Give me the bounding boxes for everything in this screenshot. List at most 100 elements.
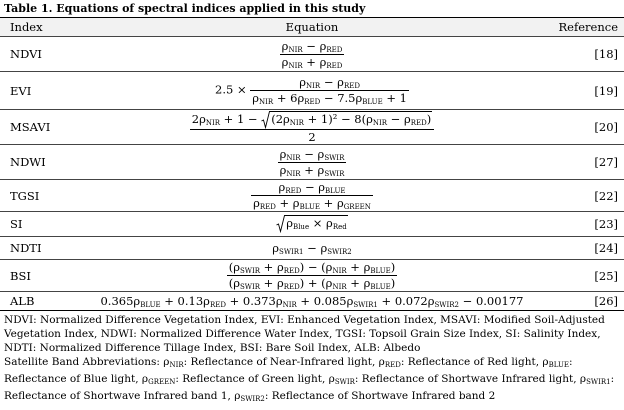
equation-cell: ρNIR − ρRED ρNIR + ρRED bbox=[70, 36, 554, 72]
text: + 6 bbox=[273, 91, 298, 105]
text: − 0.00177 bbox=[459, 293, 524, 308]
subscript: NIR bbox=[372, 118, 388, 127]
subscript: RED bbox=[343, 82, 360, 90]
symbol: ρ bbox=[320, 240, 328, 255]
equation-cell: 2.5 × ρNIR − ρRED ρNIR + 6ρRED − 7.5ρBLUE… bbox=[70, 71, 554, 110]
symbol: ρ bbox=[319, 38, 327, 53]
subscript: SWIR1 bbox=[353, 300, 378, 309]
text: + 0.085 bbox=[296, 293, 347, 308]
subscript: GREEN bbox=[343, 203, 371, 211]
subscript: NIR bbox=[288, 45, 303, 54]
variable: ρSWIR2 bbox=[234, 390, 265, 403]
variable: ρRED bbox=[404, 112, 427, 127]
text: 0.365 bbox=[100, 293, 134, 308]
text: + bbox=[346, 260, 364, 274]
equation-cell: 2ρNIR + 1 − (2ρNIR + 1)² − 8(ρNIR − ρRED… bbox=[70, 109, 554, 145]
variable: ρRED bbox=[320, 55, 343, 70]
table-body: NDVI ρNIR − ρRED ρNIR + ρRED [18] EVI 2.5 × ρ… bbox=[0, 36, 624, 311]
table-row: NDWI ρNIR − ρSWIR ρNIR + ρSWIR [27] bbox=[0, 144, 624, 180]
subscript: RED bbox=[410, 118, 427, 127]
subscript: SWIR bbox=[240, 283, 261, 291]
symbol: ρ bbox=[355, 91, 363, 105]
symbol: ρ bbox=[233, 260, 240, 274]
subscript: NIR bbox=[289, 118, 304, 127]
symbol: ρ bbox=[253, 196, 260, 210]
symbol: ρ bbox=[337, 75, 344, 89]
subscript: Red bbox=[332, 223, 347, 231]
symbol: ρ bbox=[272, 240, 280, 255]
symbol: ρ bbox=[233, 276, 240, 290]
text: ) bbox=[390, 276, 396, 290]
variable: ρSWIR bbox=[329, 373, 355, 386]
variable: ρRED bbox=[277, 276, 300, 291]
text: Satellite Band Abbreviations: bbox=[4, 356, 164, 368]
radical-sign bbox=[276, 215, 286, 233]
subscript: RED bbox=[304, 98, 321, 106]
variable: ρRED bbox=[203, 293, 226, 309]
symbol: ρ bbox=[278, 180, 286, 194]
variable: ρRED bbox=[278, 180, 302, 195]
text: + 0.072 bbox=[377, 293, 428, 308]
subscript: NIR bbox=[306, 82, 321, 90]
denominator: ρNIR + ρSWIR bbox=[278, 163, 347, 178]
text: + 1 bbox=[382, 91, 407, 105]
text: + 0.13 bbox=[160, 293, 204, 308]
footnote: NDVI: Normalized Difference Vegetation I… bbox=[4, 313, 620, 355]
text: ) bbox=[390, 260, 396, 274]
denominator: 2 bbox=[190, 130, 435, 144]
numerator: ρNIR − ρRED bbox=[250, 75, 409, 91]
text: ( bbox=[228, 276, 234, 290]
variable: ρSWIR2 bbox=[320, 240, 351, 256]
symbol: ρ bbox=[579, 373, 587, 385]
subscript: SWIR bbox=[324, 169, 345, 178]
fraction: ρRED − ρBLUE ρRED + ρBLUE + ρGREEN bbox=[251, 180, 373, 211]
subscript: RED bbox=[283, 283, 300, 291]
variable: ρRED bbox=[379, 356, 401, 369]
equation-cell: (ρSWIR + ρRED) − (ρNIR + ρBLUE) (ρSWIR + … bbox=[70, 259, 554, 292]
header-cell: Reference bbox=[554, 17, 624, 37]
variable: ρBLUE bbox=[364, 260, 391, 275]
symbol: ρ bbox=[203, 293, 210, 308]
variable: ρNIR bbox=[326, 276, 347, 291]
header-cell: Index bbox=[0, 17, 70, 37]
table-row: MSAVI 2ρNIR + 1 − (2ρNIR + 1)² − 8(ρNIR −… bbox=[0, 109, 624, 145]
table-caption: Table 1. Equations of spectral indices a… bbox=[4, 2, 366, 15]
text: − bbox=[302, 38, 320, 53]
index-cell: SI bbox=[0, 211, 70, 237]
text: ) bbox=[426, 111, 432, 126]
symbol: ρ bbox=[318, 180, 326, 194]
text: : Reflectance of Shortwave Infrared ligh… bbox=[354, 373, 580, 385]
variable: ρRED bbox=[253, 196, 276, 211]
fraction: 2ρNIR + 1 − (2ρNIR + 1)² − 8(ρNIR − ρRED… bbox=[189, 110, 435, 144]
denominator: ρNIR + 6ρRED − 7.5ρBLUE + 1 bbox=[250, 91, 409, 106]
symbol: ρ bbox=[346, 293, 354, 308]
index-cell: EVI bbox=[0, 71, 70, 110]
radicand: (2ρNIR + 1)² − 8(ρNIR − ρRED) bbox=[270, 110, 433, 129]
header-cell: Equation bbox=[70, 17, 554, 37]
reference-cell: [18] bbox=[554, 36, 624, 72]
subscript: GREEN bbox=[148, 378, 176, 386]
subscript: RED bbox=[283, 267, 300, 275]
symbol: ρ bbox=[281, 54, 289, 69]
symbol: ρ bbox=[542, 356, 549, 368]
footnotes: NDVI: Normalized Difference Vegetation I… bbox=[0, 311, 624, 408]
symbol: ρ bbox=[317, 162, 325, 177]
symbol: ρ bbox=[283, 111, 290, 126]
symbol: ρ bbox=[336, 196, 344, 210]
text: : Reflectance of Shortwave Infrared band… bbox=[4, 373, 615, 402]
text: 2.5 × bbox=[215, 82, 251, 97]
text: + bbox=[346, 276, 364, 290]
subscript: RED bbox=[285, 187, 302, 195]
subscript: NIR bbox=[282, 300, 297, 309]
variable: ρNIR bbox=[163, 356, 183, 369]
text: 2 bbox=[191, 111, 200, 126]
numerator: ρNIR − ρRED bbox=[279, 38, 345, 55]
text: + 1 − bbox=[220, 111, 262, 126]
symbol: ρ bbox=[297, 91, 305, 105]
text: − bbox=[387, 111, 404, 126]
symbol: ρ bbox=[427, 293, 435, 308]
denominator: ρNIR + ρRED bbox=[280, 55, 345, 70]
radicand: ρBlue × ρRed bbox=[285, 215, 348, 233]
numerator: ρNIR − ρSWIR bbox=[277, 147, 347, 163]
table-row: NDVI ρNIR − ρRED ρNIR + ρRED [18] bbox=[0, 36, 624, 72]
